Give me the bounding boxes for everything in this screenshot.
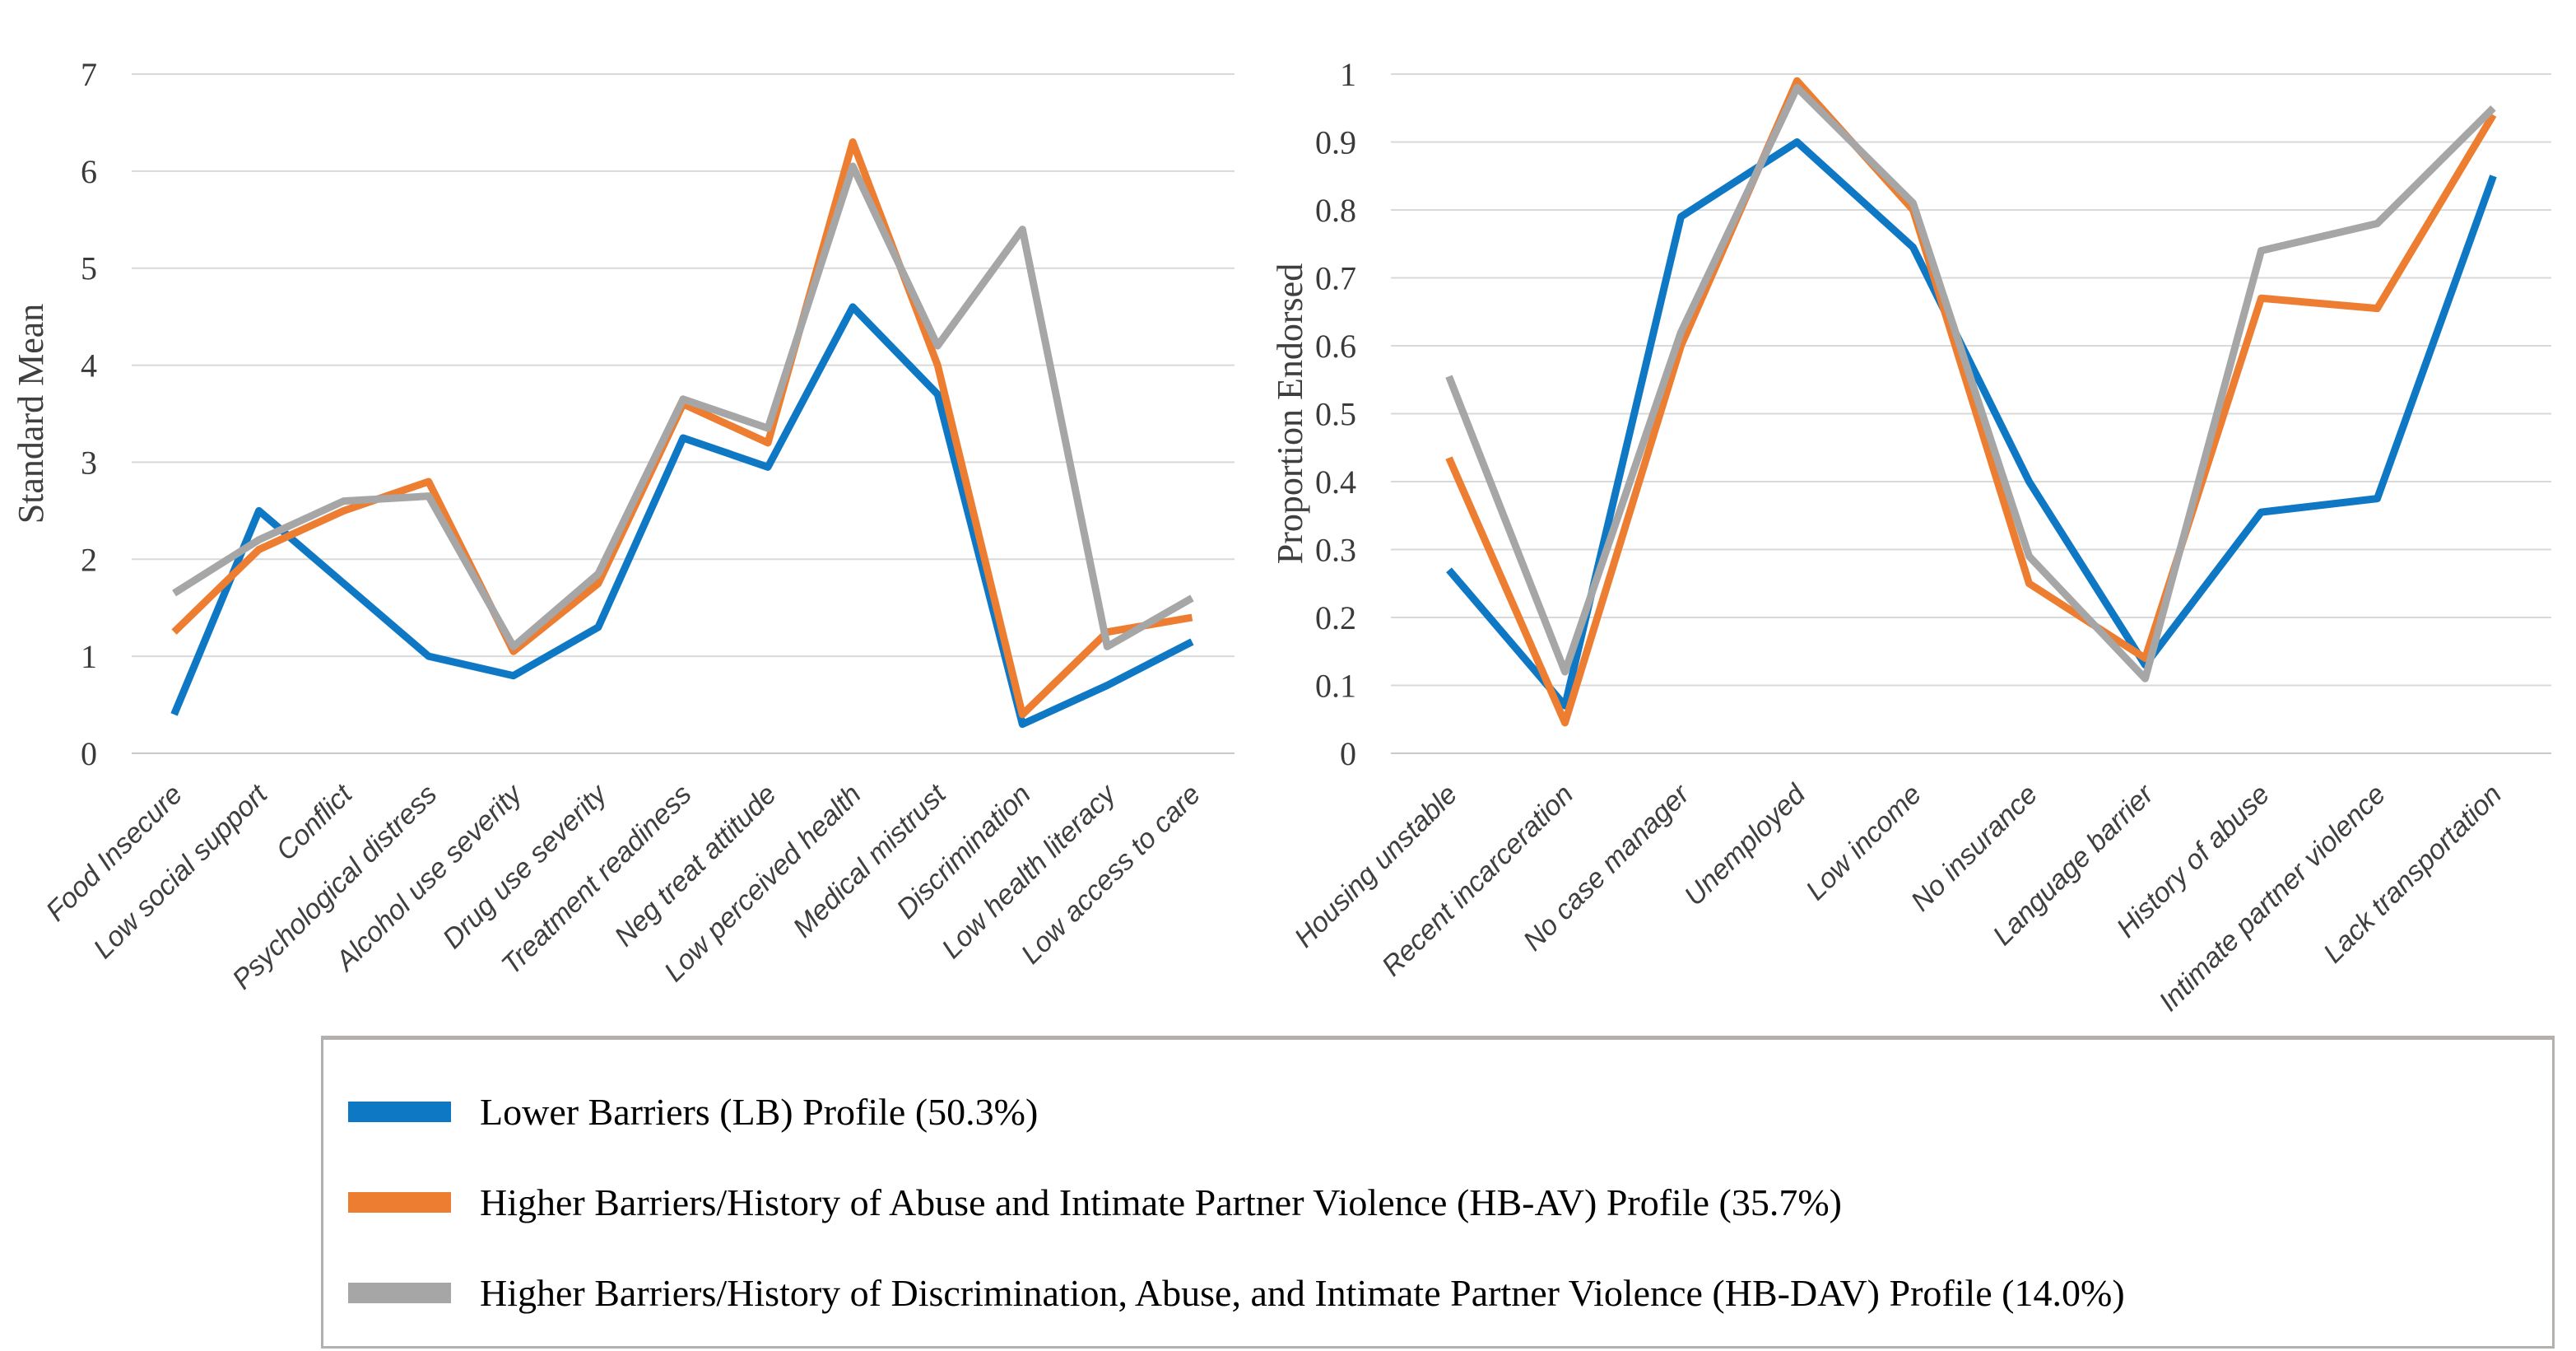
legend-item-hb-dav: Higher Barriers/History of Discriminatio… <box>348 1255 2536 1330</box>
y-tick-label: 0.7 <box>1315 260 1356 297</box>
series-line-2 <box>1445 84 2496 682</box>
y-tick-label: 0.2 <box>1315 599 1356 636</box>
y-tick-label: 0.3 <box>1315 532 1356 569</box>
hb-dav-line-swatch <box>348 1282 451 1303</box>
y-tick-label: 5 <box>81 250 97 287</box>
hb-av-line-swatch <box>348 1191 451 1213</box>
y-tick-label: 0.9 <box>1315 124 1356 161</box>
lb-line-swatch <box>348 1101 451 1122</box>
chart-standard-mean: 0 1 2 3 4 5 6 7 Standard Mean Food Insecure Low so… <box>0 0 1259 1035</box>
y-tick-labels: 0 0.1 0.2 0.3 0.4 0.5 0.6 0.7 0.8 0.9 1 <box>1315 56 1356 772</box>
y-tick-label: 0.1 <box>1315 668 1356 705</box>
series-line-1 <box>1445 77 2497 727</box>
y-axis-title: Standard Mean <box>11 304 51 524</box>
legend: Lower Barriers (LB) Profile (50.3%) High… <box>321 1036 2555 1349</box>
y-tick-label: 2 <box>81 541 97 578</box>
series-line-2 <box>172 162 1194 650</box>
y-tick-label: 0.6 <box>1315 328 1356 365</box>
y-tick-labels: 0 1 2 3 4 5 6 7 <box>81 56 97 772</box>
y-axis-title: Proportion Endorsed <box>1270 263 1310 564</box>
legend-item-lb: Lower Barriers (LB) Profile (50.3%) <box>348 1074 2536 1148</box>
y-tick-label: 1 <box>81 638 97 675</box>
x-category-label: Neg treat attitude <box>608 779 782 953</box>
x-category-label: Low income <box>1800 779 1927 906</box>
series-line-0 <box>170 303 1194 729</box>
y-tick-label: 0.4 <box>1315 464 1356 501</box>
legend-label-hb-dav: Higher Barriers/History of Discriminatio… <box>480 1271 2125 1314</box>
y-tick-label: 3 <box>81 444 97 481</box>
legend-label-hb-av: Higher Barriers/History of Abuse and Int… <box>480 1181 1842 1223</box>
y-tick-label: 0.8 <box>1315 192 1356 229</box>
y-tick-label: 1 <box>1340 56 1356 93</box>
y-tick-label: 7 <box>81 56 97 93</box>
x-category-label: Medical mistrust <box>787 778 953 944</box>
legend-label-lb: Lower Barriers (LB) Profile (50.3%) <box>480 1090 1039 1133</box>
x-category-label: Intimate partner violence <box>2153 779 2392 1018</box>
y-tick-label: 6 <box>81 153 97 190</box>
legend-item-hb-av: Higher Barriers/History of Abuse and Int… <box>348 1165 2536 1239</box>
proportion-endorsed-plot: 0 0.1 0.2 0.3 0.4 0.5 0.6 0.7 0.8 0.9 1 Proportion … <box>1270 56 2551 1018</box>
y-tick-label: 4 <box>81 347 97 384</box>
x-category-label: Unemployed <box>1678 778 1812 912</box>
series-line-0 <box>1446 138 2497 710</box>
x-category-label: Recent incarceration <box>1376 779 1579 982</box>
y-tick-label: 0 <box>81 735 97 772</box>
y-tick-label: 0 <box>1340 735 1356 772</box>
y-tick-label: 0.5 <box>1315 396 1356 433</box>
chart-proportion-endorsed: 0 0.1 0.2 0.3 0.4 0.5 0.6 0.7 0.8 0.9 1 Proportion … <box>1259 0 2576 1035</box>
charts-row: 0 1 2 3 4 5 6 7 Standard Mean Food Insecure Low so… <box>11 56 2551 1018</box>
gridlines <box>132 73 1235 754</box>
series-line-1 <box>171 138 1193 719</box>
gridlines <box>1391 73 2551 754</box>
